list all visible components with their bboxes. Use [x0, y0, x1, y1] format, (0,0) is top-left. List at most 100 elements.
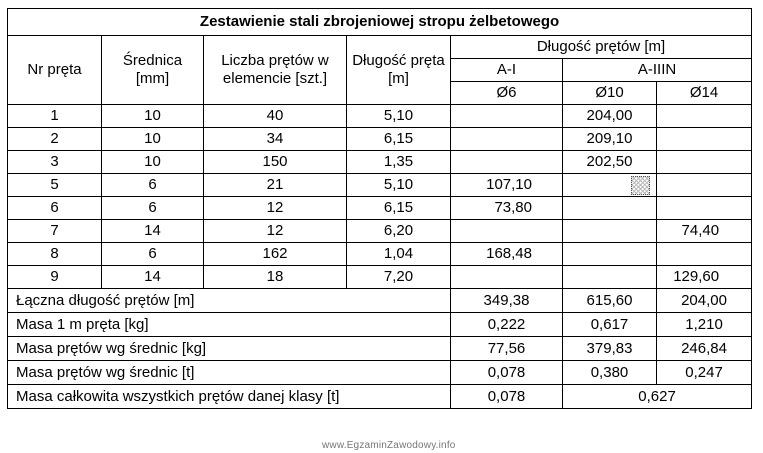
cell-dlugosc: 6,20 [346, 219, 451, 243]
cell-dlugosc: 5,10 [346, 104, 451, 128]
total-a3: 0,627 [561, 384, 753, 409]
cell-liczba: 150 [203, 150, 347, 174]
cell-liczba: 162 [203, 242, 347, 266]
cell-d6: 107,10 [450, 173, 563, 197]
cell-d6: 73,80 [450, 196, 563, 220]
summary-row: Masa prętów wg średnic [kg] 77,56 379,83… [7, 336, 753, 361]
summary-d10: 615,60 [562, 288, 657, 313]
table-row: 9 14 18 7,20 129,60 [7, 265, 753, 289]
summary-d6: 349,38 [450, 288, 563, 313]
summary-d14: 1,210 [655, 312, 753, 337]
cell-nr: 6 [7, 196, 102, 220]
cell-liczba: 12 [203, 196, 347, 220]
header-class-a3: A-IIIN [561, 58, 753, 82]
cell-liczba: 40 [203, 104, 347, 128]
cell-d14 [655, 104, 753, 128]
summary-d10: 379,83 [562, 336, 657, 361]
summary-label: Masa 1 m pręta [kg] [7, 312, 451, 337]
cell-nr: 5 [7, 173, 102, 197]
cell-d10: 209,10 [562, 127, 657, 151]
header-phi10: Ø10 [562, 81, 657, 105]
cell-d10 [562, 196, 657, 220]
cell-nr: 8 [7, 242, 102, 266]
cell-d10 [562, 242, 657, 266]
table-row: 3 10 150 1,35 202,50 [7, 150, 753, 174]
cell-d14 [655, 150, 753, 174]
cell-nr: 7 [7, 219, 102, 243]
header-dlugosc-pretow: Długość prętów [m] [449, 35, 753, 59]
header-class-a1: A-I [450, 58, 563, 82]
header-phi6: Ø6 [450, 81, 563, 105]
header-dlugosc: Długość pręta [m] [346, 35, 451, 105]
summary-d14: 0,247 [655, 360, 753, 385]
table-title: Zestawienie stali zbrojeniowej stropu że… [6, 8, 753, 36]
header-srednica: Średnica [mm] [101, 35, 204, 105]
total-a1: 0,078 [450, 384, 563, 409]
cell-d10 [562, 173, 657, 197]
summary-label: Łączna długość prętów [m] [7, 288, 451, 313]
cell-srednica: 6 [101, 196, 204, 220]
table-row: 7 14 12 6,20 74,40 [7, 219, 753, 243]
header-nr: Nr pręta [7, 35, 102, 105]
table-row: 1 10 40 5,10 204,00 [7, 104, 753, 128]
cell-dlugosc: 6,15 [346, 127, 451, 151]
cell-srednica: 10 [101, 127, 204, 151]
cell-srednica: 10 [101, 104, 204, 128]
cell-d14 [655, 242, 753, 266]
table-row: 8 6 162 1,04 168,48 [7, 242, 753, 266]
cell-d14: 74,40 [655, 219, 753, 243]
table-row: 6 6 12 6,15 73,80 [7, 196, 753, 220]
cell-nr: 9 [7, 265, 102, 289]
cell-dlugosc: 5,10 [346, 173, 451, 197]
summary-row: Masa prętów wg średnic [t] 0,078 0,380 0… [7, 360, 753, 385]
cell-d6 [450, 265, 563, 289]
cell-d14 [655, 127, 753, 151]
cell-liczba: 18 [203, 265, 347, 289]
summary-d6: 77,56 [450, 336, 563, 361]
cell-nr: 3 [7, 150, 102, 174]
table-row: 5 6 21 5,10 107,10 [7, 173, 753, 197]
cell-srednica: 14 [101, 265, 204, 289]
summary-d6: 0,222 [450, 312, 563, 337]
cell-d6 [450, 219, 563, 243]
cell-d14 [655, 173, 753, 197]
table-row: 2 10 34 6,15 209,10 [7, 127, 753, 151]
header-phi14: Ø14 [655, 81, 753, 105]
cell-d6 [450, 104, 563, 128]
cell-dlugosc: 1,04 [346, 242, 451, 266]
summary-row: Łączna długość prętów [m] 349,38 615,60 … [7, 288, 753, 313]
cell-liczba: 34 [203, 127, 347, 151]
cell-d10: 204,00 [562, 104, 657, 128]
summary-d6: 0,078 [450, 360, 563, 385]
summary-d10: 0,617 [562, 312, 657, 337]
summary-label: Masa prętów wg średnic [kg] [7, 336, 451, 361]
cell-srednica: 6 [101, 242, 204, 266]
cell-nr: 1 [7, 104, 102, 128]
header-liczba: Liczba prętów w elemencie [szt.] [203, 35, 347, 105]
cell-d6: 168,48 [450, 242, 563, 266]
cell-dlugosc: 7,20 [346, 265, 451, 289]
total-label: Masa całkowita wszystkich prętów danej k… [7, 384, 451, 409]
cell-d6 [450, 127, 563, 151]
stamp-icon [631, 175, 650, 195]
summary-d14: 204,00 [655, 288, 753, 313]
cell-liczba: 12 [203, 219, 347, 243]
summary-label: Masa prętów wg średnic [t] [7, 360, 451, 385]
summary-d10: 0,380 [562, 360, 657, 385]
cell-srednica: 10 [101, 150, 204, 174]
cell-d10 [562, 265, 657, 289]
watermark: www.EgzaminZawodowy.info [322, 440, 456, 451]
cell-d10 [562, 219, 657, 243]
summary-row: Masa 1 m pręta [kg] 0,222 0,617 1,210 [7, 312, 753, 337]
summary-d14: 246,84 [655, 336, 753, 361]
cell-d6 [450, 150, 563, 174]
cell-d10: 202,50 [562, 150, 657, 174]
cell-srednica: 6 [101, 173, 204, 197]
cell-d14: 129,60 [655, 265, 753, 289]
cell-dlugosc: 1,35 [346, 150, 451, 174]
steel-schedule-table: Zestawienie stali zbrojeniowej stropu że… [6, 8, 753, 409]
cell-d14 [655, 196, 753, 220]
total-row: Masa całkowita wszystkich prętów danej k… [7, 384, 753, 409]
cell-liczba: 21 [203, 173, 347, 197]
cell-dlugosc: 6,15 [346, 196, 451, 220]
